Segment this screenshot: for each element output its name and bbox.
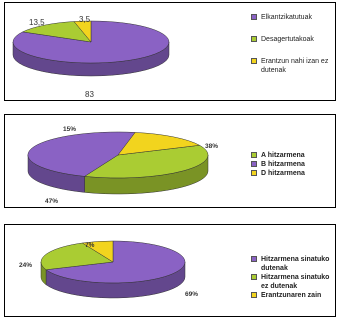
data-label: 15% <box>63 126 76 133</box>
legend-item: Erantzunaren zain <box>251 291 335 300</box>
legend-label: D hitzarmena <box>261 170 305 177</box>
chart-panel-2: 38% 47% 15% A hitzarmena B hitzarmena D hi… <box>4 114 336 208</box>
legend-label: Erantzun nahi izan ez dutenak <box>261 58 329 74</box>
chart-panel-1: 83 13,5 3,5 Elkantzikatutuak Desagertutako… <box>4 2 336 101</box>
legend-item: Hitzarmena sinatuko dutenak <box>251 255 335 273</box>
data-label: 47% <box>45 198 58 205</box>
data-label: 3,5 <box>79 15 91 24</box>
legend-swatch <box>251 170 257 176</box>
legend-swatch <box>251 36 257 42</box>
data-label: 83 <box>85 90 94 99</box>
legend-2: A hitzarmena B hitzarmena D hitzarmena <box>251 151 305 178</box>
legend-label: Hitzarmena sinatuko dutenak <box>261 256 330 272</box>
legend-1: Elkantzikatutuak Desagertutakoak Erantzu… <box>251 13 335 75</box>
legend-item: Erantzun nahi izan ez dutenak <box>251 57 335 75</box>
legend-swatch <box>251 161 257 167</box>
legend-label: Desagertutakoak <box>261 36 314 43</box>
data-label: 13,5 <box>29 18 45 27</box>
legend-label: B hitzarmena <box>261 161 305 168</box>
pie-slice <box>21 21 92 43</box>
legend-label: Erantzunaren zain <box>261 292 322 299</box>
legend-swatch <box>251 58 257 64</box>
pie-chart-2: 38% 47% 15% <box>27 126 218 205</box>
data-label: 69% <box>185 291 198 298</box>
pie-slice <box>40 242 114 270</box>
legend-swatch <box>251 274 257 280</box>
pie-slice <box>81 240 114 263</box>
legend-swatch <box>251 152 257 158</box>
data-label: 7% <box>85 242 95 249</box>
pie-slice <box>83 145 209 179</box>
legend-label: Hitzarmena sinatuko ez dutenak <box>261 274 330 290</box>
pie-slice <box>27 131 136 177</box>
pie-chart-1: 83 13,5 3,5 <box>12 15 170 99</box>
pie-slice <box>45 240 186 284</box>
legend-3: Hitzarmena sinatuko dutenak Hitzarmena s… <box>251 255 335 300</box>
data-label: 38% <box>205 143 218 150</box>
legend-item: A hitzarmena <box>251 151 305 160</box>
legend-item: Elkantzikatutuak <box>251 13 335 35</box>
legend-item: B hitzarmena <box>251 160 305 169</box>
legend-item: Desagertutakoak <box>251 35 335 57</box>
pie-slice <box>73 20 92 43</box>
pie-slice <box>117 132 201 156</box>
legend-label: Elkantzikatutuak <box>261 14 312 21</box>
legend-swatch <box>251 292 257 298</box>
legend-item: Hitzarmena sinatuko ez dutenak <box>251 273 335 291</box>
legend-label: A hitzarmena <box>261 152 305 159</box>
chart-panel-3: 69% 24% 7% Hitzarmena sinatuko dutenak Hit… <box>4 224 336 317</box>
legend-item: D hitzarmena <box>251 169 305 178</box>
pie-chart-3: 69% 24% 7% <box>19 240 198 299</box>
legend-swatch <box>251 14 257 20</box>
data-label: 24% <box>19 262 32 269</box>
legend-swatch <box>251 256 257 262</box>
